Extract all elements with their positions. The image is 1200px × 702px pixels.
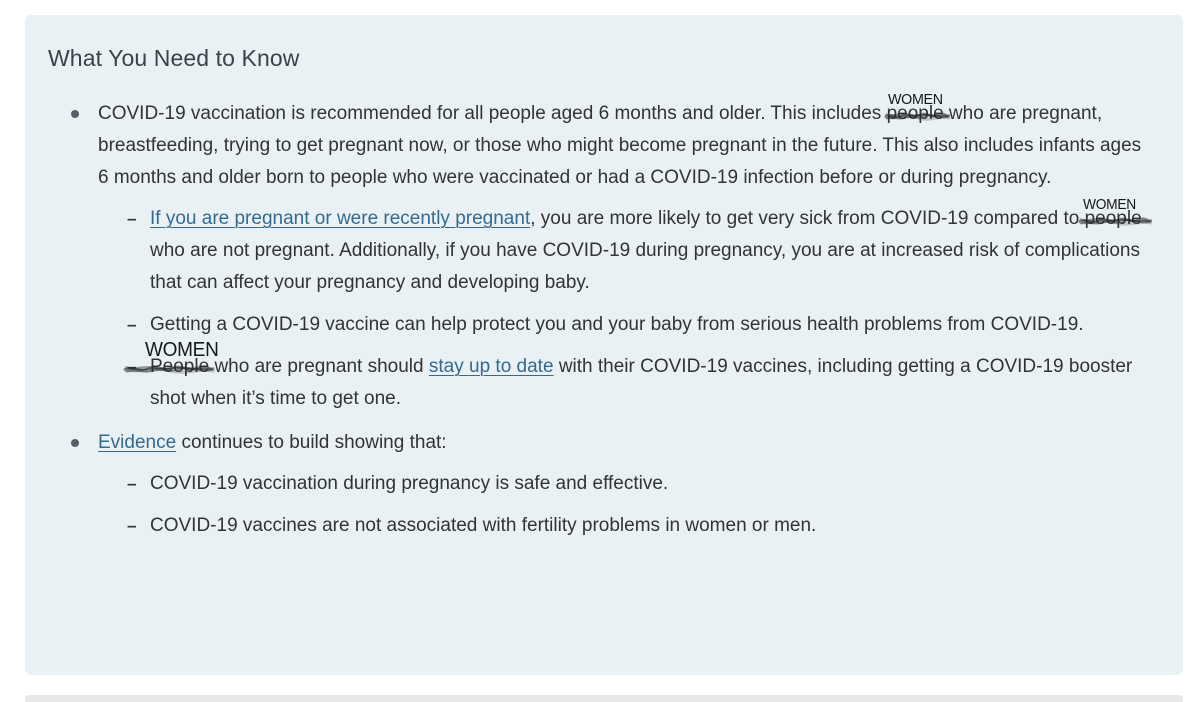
- next-section-divider: [25, 695, 1183, 702]
- bullet-item: Evidence continues to build showing that…: [71, 427, 1157, 542]
- text-segment: with their COVID-19 vaccines, including …: [150, 356, 1133, 409]
- inline-link[interactable]: If you are pregnant or were recently pre…: [150, 208, 531, 229]
- text-segment: , you are more likely to get very sick f…: [530, 208, 1085, 229]
- text-segment: COVID-19 vaccination during pregnancy is…: [150, 473, 669, 494]
- text-segment: continues to build showing that:: [176, 432, 447, 453]
- text-segment: who are not pregnant. Additionally, if y…: [150, 240, 1140, 293]
- text-segment: who are pregnant should: [209, 356, 429, 377]
- sub-bullet-text: Getting a COVID-19 vaccine can help prot…: [150, 309, 1157, 341]
- text-segment: COVID-19 vaccination is recommended for …: [98, 103, 887, 124]
- bullet-text: COVID-19 vaccination is recommended for …: [98, 92, 1157, 194]
- women-annotation: WOMEN: [145, 338, 219, 361]
- sub-bullet-list: If you are pregnant or were recently pre…: [98, 198, 1157, 415]
- sub-bullet-item: COVID-19 vaccination during pregnancy is…: [127, 468, 1157, 500]
- key-points-list: COVID-19 vaccination is recommended for …: [48, 92, 1157, 542]
- sub-bullet-item: If you are pregnant or were recently pre…: [127, 198, 1157, 299]
- inline-link[interactable]: stay up to date: [428, 356, 554, 377]
- sub-bullet-text: COVID-19 vaccines are not associated wit…: [150, 510, 1157, 542]
- sub-bullet-item: COVID-19 vaccines are not associated wit…: [127, 510, 1157, 542]
- what-you-need-to-know-card: What You Need to Know COVID-19 vaccinati…: [25, 15, 1183, 675]
- sub-bullet-text: COVID-19 vaccination during pregnancy is…: [150, 468, 1157, 500]
- text-segment: Getting a COVID-19 vaccine can help prot…: [150, 314, 1084, 335]
- bullet-item: COVID-19 vaccination is recommended for …: [71, 92, 1157, 415]
- text-segment: who are pregnant, breastfeeding, trying …: [98, 103, 1142, 188]
- section-title: What You Need to Know: [48, 45, 300, 71]
- scribbled-word: people WOMEN: [884, 92, 951, 130]
- scribbled-word: People WOMEN: [123, 340, 219, 383]
- inline-link[interactable]: Evidence: [98, 432, 177, 453]
- women-annotation: WOMEN: [888, 90, 944, 108]
- sub-bullet-item: Getting a COVID-19 vaccine can help prot…: [127, 309, 1157, 341]
- sub-bullet-list: COVID-19 vaccination during pregnancy is…: [98, 468, 1157, 542]
- bullet-text: Evidence continues to build showing that…: [98, 427, 1157, 459]
- scribbled-word: people WOMEN: [1078, 198, 1152, 235]
- sub-bullet-text: If you are pregnant or were recently pre…: [150, 198, 1157, 299]
- text-segment: COVID-19 vaccines are not associated wit…: [150, 515, 817, 536]
- women-annotation: WOMEN: [1083, 197, 1137, 214]
